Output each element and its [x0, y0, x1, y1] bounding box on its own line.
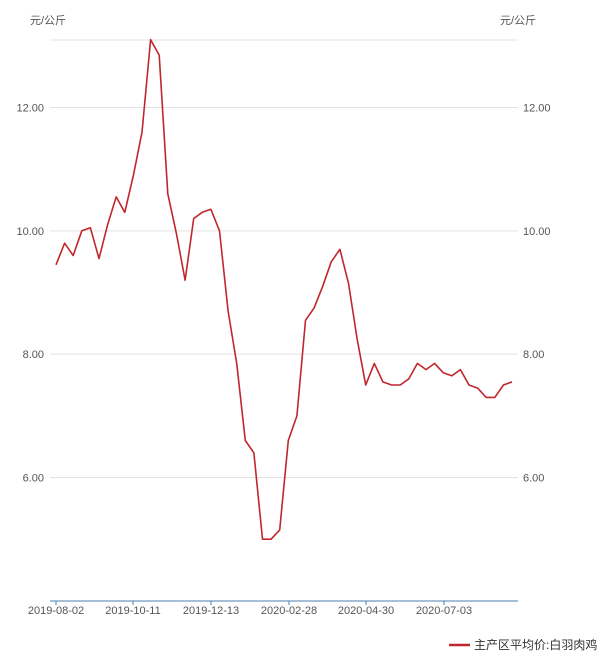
legend[interactable]: 主产区平均价:白羽肉鸡	[449, 637, 597, 652]
y-tick-label-right: 8.00	[523, 349, 544, 361]
x-tick-label: 2019-08-02	[28, 605, 84, 617]
y-tick-label-left: 8.00	[23, 349, 44, 361]
series-line	[55, 38, 513, 541]
y-tick-label-right: 12.00	[523, 103, 551, 115]
series-layer	[55, 38, 513, 541]
left-axis-unit: 元/公斤	[30, 14, 66, 27]
x-tick-label: 2019-12-13	[183, 605, 239, 617]
left-y-axis: 6.00 8.00 10.00 12.00	[16, 103, 44, 485]
x-tick-label: 2020-04-30	[338, 605, 394, 617]
x-axis: 2019-08-02 2019-10-11 2019-12-13 2020-02-28…	[28, 601, 472, 617]
x-tick-label: 2020-07-03	[416, 605, 472, 617]
y-tick-label-left: 12.00	[16, 103, 44, 115]
y-tick-label-left: 6.00	[23, 473, 44, 485]
legend-label: 主产区平均价:白羽肉鸡	[474, 637, 597, 652]
x-tick-label: 2019-10-11	[105, 605, 160, 617]
grid-lines	[50, 39, 518, 479]
right-y-axis: 6.00 8.00 10.00 12.00	[523, 103, 551, 485]
y-tick-label-right: 10.00	[523, 226, 551, 238]
y-tick-label-left: 10.00	[16, 226, 44, 238]
right-axis-unit: 元/公斤	[500, 14, 536, 27]
x-tick-label: 2020-02-28	[261, 605, 317, 617]
y-tick-label-right: 6.00	[523, 473, 544, 485]
